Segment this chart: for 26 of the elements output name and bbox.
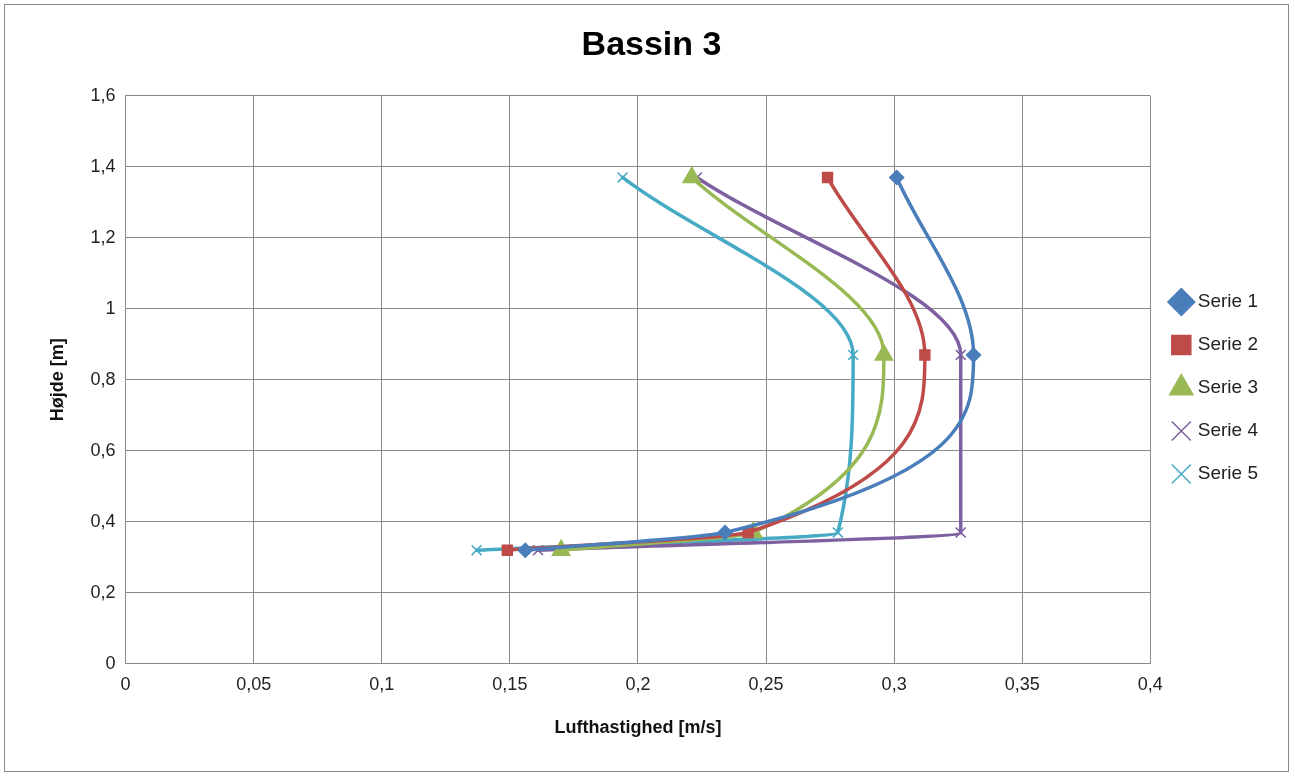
y-tick-label: 0,8 [90,368,116,389]
x-tick-label: 0,1 [369,673,395,694]
x-tick-label: 0,35 [1004,673,1040,694]
x-tick-label: 0,3 [881,673,907,694]
legend-label: Serie 4 [1197,419,1259,441]
x-tick-label: 0,4 [1137,673,1163,694]
y-tick-label: 1,4 [90,155,116,176]
y-tick-label: 0,6 [90,439,116,460]
y-tick-label: 1 [105,297,116,318]
x-tick-label: 0,15 [492,673,528,694]
y-tick-label: 1,6 [90,84,116,105]
y-tick-label: 0 [105,652,116,673]
x-tick-label: 0,25 [748,673,784,694]
y-tick-label: 1,2 [90,226,116,247]
x-tick-label: 0,05 [236,673,272,694]
x-tick-label: 0,2 [625,673,651,694]
chart-title: Bassin 3 [581,23,722,62]
x-axis-title: Lufthastighed [m/s] [554,717,722,738]
y-axis-title: Højde [m] [46,338,67,422]
legend-label: Serie 3 [1197,376,1258,398]
y-tick-label: 0,4 [90,510,116,531]
x-tick-label: 0 [120,673,131,694]
y-tick-label: 0,2 [90,581,116,602]
legend-label: Serie 2 [1197,333,1258,355]
legend-label: Serie 5 [1197,462,1258,484]
legend-label: Serie 1 [1197,290,1258,312]
